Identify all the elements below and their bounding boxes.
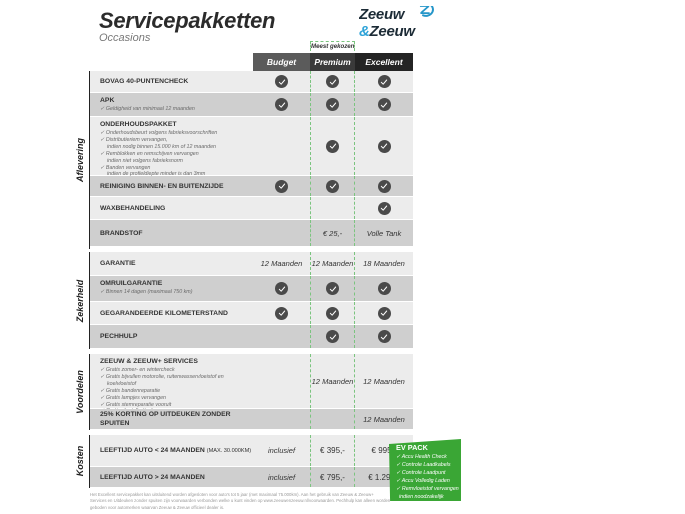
svg-text:&Zeeuw: &Zeeuw — [359, 23, 416, 40]
svg-text:Zeeuw: Zeeuw — [359, 6, 406, 23]
